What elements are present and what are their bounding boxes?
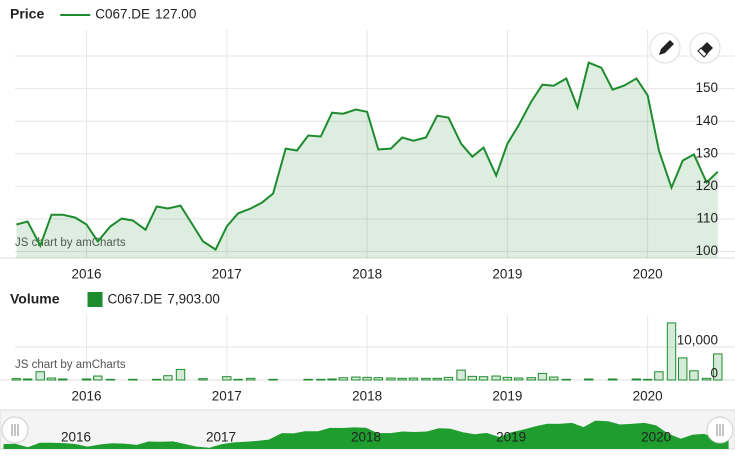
volume-bar <box>467 375 478 381</box>
x-tick-label: 2017 <box>212 267 242 282</box>
x-tick-label: 2020 <box>633 389 663 404</box>
y-tick-label: 130 <box>695 145 718 160</box>
volume-bar <box>584 378 594 381</box>
legend-name: C067.DE <box>95 7 150 22</box>
pencil-icon <box>659 40 674 55</box>
x-tick-label: 2018 <box>352 389 382 404</box>
volume-bar <box>421 377 431 381</box>
navigator-tick-label: 2017 <box>206 430 236 445</box>
volume-bar <box>151 378 162 381</box>
volume-bar <box>93 375 103 381</box>
volume-bar <box>46 377 57 381</box>
draw-tool[interactable] <box>649 32 681 64</box>
price-line <box>16 61 719 251</box>
volume-bar <box>701 377 712 381</box>
panel-title: Price <box>10 6 44 22</box>
y-tick-label: 110 <box>696 210 718 225</box>
eraser-tip <box>697 47 708 58</box>
navigator-tick-label: 2019 <box>496 430 526 445</box>
y-tick-label: 150 <box>695 80 718 95</box>
volume-bar <box>642 378 653 381</box>
volume-bar <box>432 377 442 381</box>
volume-bar <box>631 378 642 381</box>
volume-bar <box>607 378 618 381</box>
volume-bar <box>22 378 33 381</box>
volume-bar <box>397 377 407 381</box>
volume-bar <box>57 378 68 381</box>
x-tick-label: 2019 <box>492 267 522 282</box>
volume-bar <box>373 377 384 381</box>
volume-bar <box>678 357 688 381</box>
volume-bar <box>163 375 173 381</box>
volume-bar <box>338 377 348 381</box>
legend-swatch <box>87 292 103 307</box>
volume-bar <box>713 353 723 381</box>
volume-bar <box>362 376 372 381</box>
y-tick-label: 100 <box>695 243 718 258</box>
x-tick-label: 2019 <box>492 389 522 404</box>
volume-bar <box>408 377 419 381</box>
volume-bar <box>245 377 256 381</box>
y-tick-label: 140 <box>695 113 718 128</box>
volume-bar <box>502 376 513 381</box>
volume-bar <box>689 370 699 381</box>
y-tick-label: 120 <box>695 178 718 193</box>
navigator-tick-label: 2016 <box>61 430 91 445</box>
plot-layer: Price C067.DE 127.00 2016 2017 2018 2019 2020 JS… <box>0 6 735 450</box>
volume-bar <box>128 378 138 381</box>
volume-bar <box>233 378 243 381</box>
legend-value: 7,903.00 <box>167 292 220 307</box>
navigator-area <box>3 420 729 449</box>
volume-bar <box>268 378 278 381</box>
price-area <box>16 62 718 258</box>
x-tick-label: 2018 <box>352 267 382 282</box>
volume-bar <box>513 377 524 381</box>
volume-bar <box>351 376 361 381</box>
y-tick-label: 0 <box>710 366 718 381</box>
legend-value: 127.00 <box>155 7 196 22</box>
volume-bar <box>35 371 45 381</box>
volume-bar <box>105 378 116 381</box>
navigator-tick-label: 2018 <box>351 430 381 445</box>
volume-bar <box>561 378 571 381</box>
volume-bar <box>175 368 186 381</box>
y-tick-label: 10,000 <box>677 333 718 348</box>
volume-bar <box>316 378 326 381</box>
volume-bar <box>654 371 664 381</box>
volume-bar <box>222 376 232 381</box>
navigator-tick-label: 2020 <box>641 430 671 445</box>
x-tick-label: 2016 <box>72 389 102 404</box>
volume-bar <box>386 377 396 381</box>
volume-bar <box>327 378 337 381</box>
erase-tool[interactable] <box>689 32 721 64</box>
x-tick-label: 2016 <box>72 267 102 282</box>
volume-bar <box>456 369 466 381</box>
volume-bar <box>443 376 454 381</box>
volume-bar <box>666 322 677 381</box>
volume-bar <box>478 376 489 381</box>
x-tick-label: 2020 <box>633 267 663 282</box>
volume-bar <box>537 372 548 381</box>
volume-bar <box>491 375 501 381</box>
panel-title: Volume <box>10 291 60 307</box>
watermark: JS chart by amCharts <box>15 359 126 371</box>
volume-bar <box>81 378 92 381</box>
volume-bar <box>303 378 313 381</box>
legend-name: C067.DE <box>108 292 163 307</box>
volume-bar <box>526 377 536 381</box>
volume-bar <box>198 378 208 381</box>
x-tick-label: 2017 <box>212 389 242 404</box>
volume-bar <box>11 378 22 381</box>
volume-bar <box>548 376 559 381</box>
